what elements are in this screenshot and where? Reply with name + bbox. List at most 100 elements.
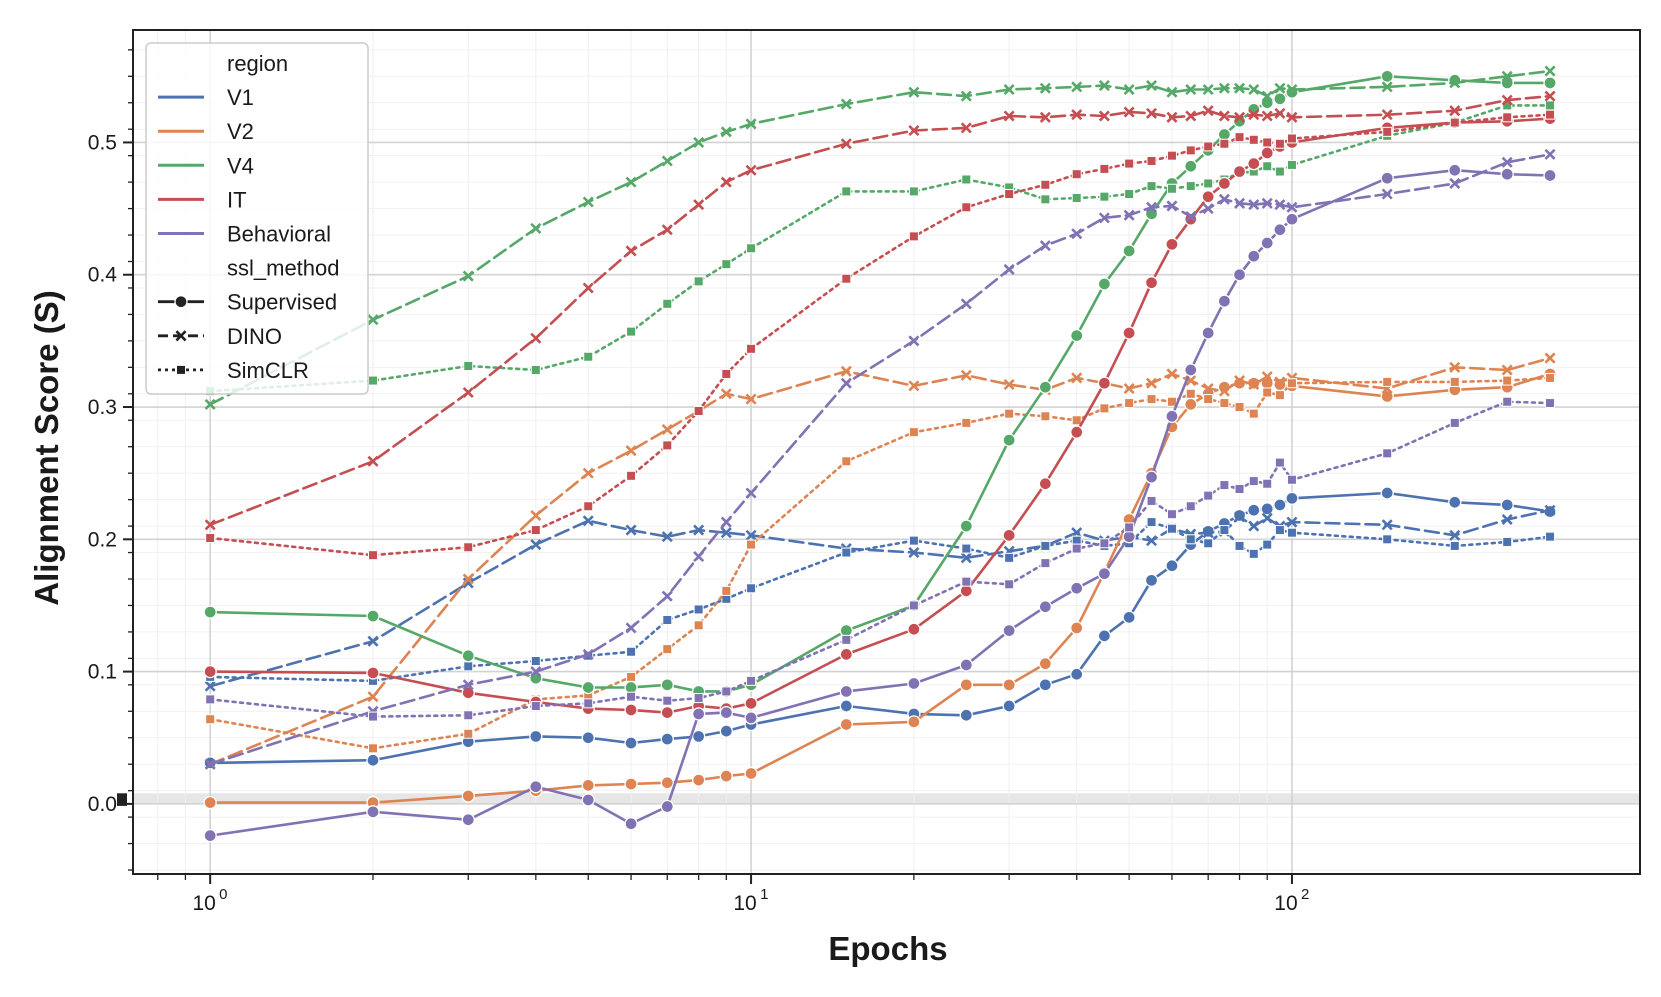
data-point-v2-simclr bbox=[205, 714, 216, 725]
data-point-it-dino bbox=[908, 125, 920, 137]
data-point-behavioral-dino bbox=[530, 666, 542, 678]
data-point-v2-dino bbox=[1248, 379, 1260, 391]
data-point-it-simclr bbox=[1545, 109, 1556, 120]
data-point-behavioral-dino bbox=[1234, 197, 1246, 209]
data-point-behavioral-supervised bbox=[1144, 470, 1159, 484]
data-point-behavioral-simclr bbox=[530, 700, 541, 711]
data-point-it-dino bbox=[1234, 111, 1246, 123]
data-point-v1-dino bbox=[1286, 516, 1298, 528]
data-point-v4-dino bbox=[1248, 84, 1260, 96]
data-point-it-simclr bbox=[1203, 141, 1214, 152]
data-point-behavioral-dino bbox=[661, 590, 673, 602]
data-point-it-simclr bbox=[1040, 179, 1051, 190]
data-point-v1-supervised bbox=[1260, 502, 1274, 516]
series-it-simclr bbox=[205, 109, 1556, 561]
data-point-v4-dino bbox=[1202, 84, 1214, 96]
data-point-v2-supervised bbox=[1184, 397, 1198, 412]
data-point-behavioral-simclr bbox=[1203, 490, 1214, 501]
data-point-v2-dino bbox=[1071, 372, 1083, 384]
legend-item-v1: V1 bbox=[158, 85, 254, 110]
data-point-v4-simclr bbox=[626, 326, 637, 337]
data-point-v4-dino bbox=[1166, 86, 1178, 98]
data-point-v2-dino bbox=[625, 445, 637, 457]
data-point-v4-dino bbox=[1003, 84, 1015, 96]
data-point-v1-supervised bbox=[1285, 491, 1299, 505]
data-point-v4-simclr bbox=[908, 186, 919, 197]
data-point-behavioral-supervised bbox=[1448, 163, 1462, 177]
data-point-behavioral-simclr bbox=[693, 693, 704, 704]
data-point-v4-dino bbox=[1261, 90, 1273, 102]
data-point-it-dino bbox=[1501, 94, 1513, 106]
data-point-v2-dino bbox=[1501, 364, 1513, 376]
data-point-it-simclr bbox=[961, 202, 972, 213]
data-point-behavioral-dino bbox=[1071, 228, 1083, 240]
data-point-it-supervised bbox=[203, 664, 217, 679]
data-point-v2-dino bbox=[1218, 385, 1230, 397]
data-point-behavioral-dino bbox=[960, 298, 972, 310]
data-point-v4-simclr bbox=[530, 364, 541, 375]
data-point-behavioral-dino bbox=[1274, 199, 1286, 211]
data-point-it-dino bbox=[1146, 107, 1158, 119]
data-point-v4-supervised bbox=[959, 519, 973, 533]
data-point-v2-supervised bbox=[839, 717, 853, 732]
data-point-behavioral-simclr bbox=[1248, 476, 1259, 487]
data-point-v4-dino bbox=[1286, 84, 1298, 96]
data-point-behavioral-supervised bbox=[1260, 236, 1274, 250]
data-point-v1-simclr bbox=[530, 656, 541, 667]
data-point-v4-simclr bbox=[1274, 166, 1285, 177]
data-point-v1-simclr bbox=[1166, 523, 1177, 534]
data-point-it-simclr bbox=[1124, 158, 1135, 169]
legend-title-ssl-method: ssl_method bbox=[227, 256, 340, 281]
data-point-v1-simclr bbox=[1203, 538, 1214, 549]
data-point-it-dino bbox=[530, 332, 542, 344]
data-point-behavioral-dino bbox=[625, 622, 637, 634]
data-point-v1-supervised bbox=[624, 736, 638, 750]
data-point-it-supervised bbox=[1232, 164, 1247, 179]
data-point-behavioral-simclr bbox=[1166, 509, 1177, 520]
data-point-v2-simclr bbox=[693, 620, 704, 631]
data-point-behavioral-supervised bbox=[1273, 223, 1287, 237]
data-point-it-simclr bbox=[662, 440, 673, 451]
data-point-v2-dino bbox=[1544, 352, 1556, 364]
legend: region V1 V2 V4 IT Behavioral ssl_method Superv… bbox=[145, 42, 369, 395]
data-point-behavioral-simclr bbox=[1234, 484, 1245, 495]
data-point-it-simclr bbox=[1502, 112, 1513, 123]
legend-marker bbox=[176, 364, 186, 375]
data-point-v2-dino bbox=[1003, 379, 1015, 391]
data-point-v2-dino bbox=[908, 380, 920, 392]
data-point-v2-supervised bbox=[691, 773, 706, 787]
data-point-behavioral-supervised bbox=[907, 676, 921, 691]
data-point-behavioral-supervised bbox=[1038, 600, 1052, 614]
data-point-v1-supervised bbox=[1070, 667, 1084, 681]
data-point-it-dino bbox=[720, 176, 732, 188]
data-point-v4-simclr bbox=[746, 243, 757, 254]
data-point-v4-dino bbox=[1071, 81, 1083, 93]
data-point-v4-simclr bbox=[583, 351, 594, 362]
data-point-v2-dino bbox=[367, 691, 379, 703]
data-point-v4-dino bbox=[1449, 77, 1461, 89]
data-point-v2-supervised bbox=[1038, 657, 1052, 671]
data-point-v1-dino bbox=[462, 577, 474, 589]
y-axis-title: Alignment Score (S) bbox=[28, 290, 65, 605]
data-point-v4-simclr bbox=[463, 361, 474, 372]
data-point-it-simclr bbox=[463, 542, 474, 553]
data-point-it-supervised bbox=[1247, 156, 1261, 171]
data-point-v2-simclr bbox=[1219, 398, 1230, 409]
data-point-it-dino bbox=[661, 224, 673, 236]
data-point-v4-dino bbox=[1274, 82, 1286, 94]
data-point-v1-dino bbox=[1202, 527, 1214, 539]
data-point-behavioral-simclr bbox=[1449, 417, 1460, 428]
data-point-v2-simclr bbox=[1262, 387, 1273, 398]
data-point-v1-simclr bbox=[1286, 527, 1297, 538]
series-line-v2-simclr bbox=[208, 376, 1552, 750]
data-point-v4-dino bbox=[1098, 80, 1110, 92]
data-point-it-dino bbox=[1003, 110, 1015, 122]
data-point-behavioral-dino bbox=[1261, 197, 1273, 209]
data-point-v1-simclr bbox=[1234, 540, 1245, 551]
legend-label: V4 bbox=[227, 153, 254, 178]
data-point-it-dino bbox=[1098, 110, 1110, 122]
data-point-behavioral-dino bbox=[1166, 200, 1178, 212]
data-point-v2-simclr bbox=[908, 427, 919, 438]
data-point-v2-supervised bbox=[1070, 621, 1084, 635]
